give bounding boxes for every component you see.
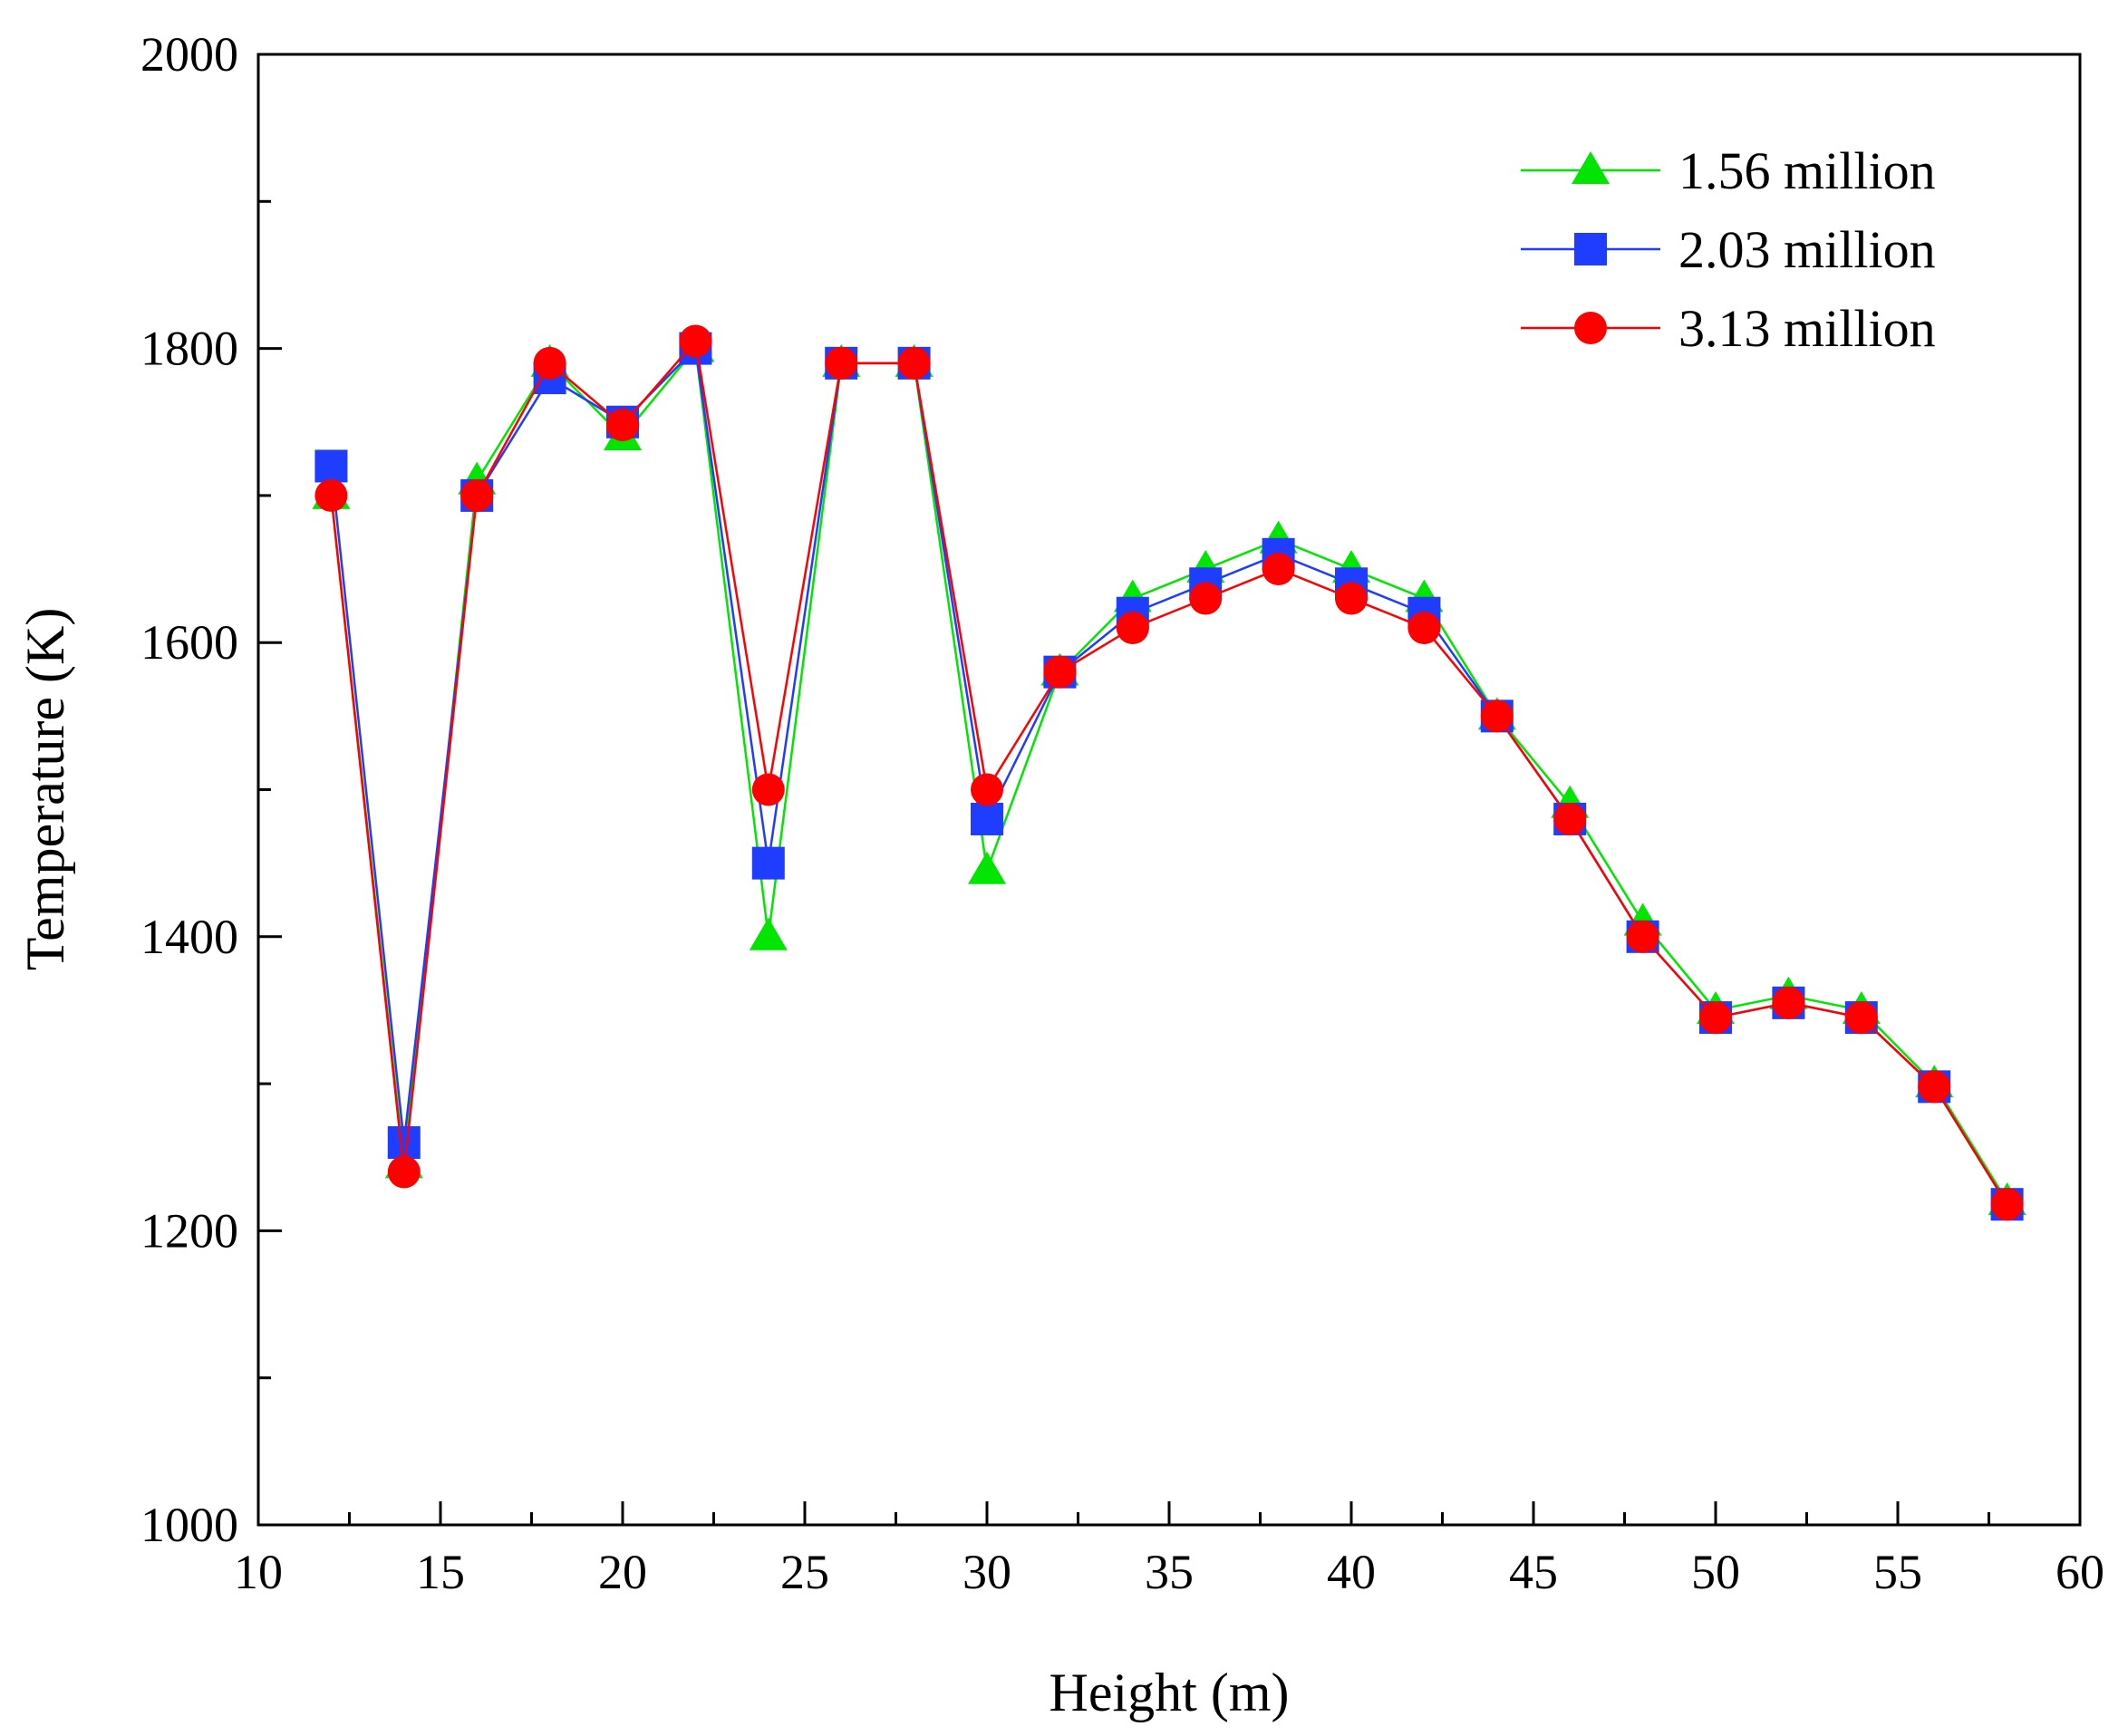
- data-point: [533, 346, 566, 380]
- x-tick-label: 40: [1327, 1545, 1376, 1599]
- legend-label: 2.03 million: [1678, 220, 1936, 279]
- series-line: [330, 338, 2008, 1205]
- data-point: [387, 1126, 421, 1160]
- data-point: [1626, 920, 1659, 953]
- x-tick-label: 55: [1873, 1545, 1922, 1599]
- series-square: [314, 332, 2024, 1221]
- y-tick-label: 1600: [140, 615, 238, 670]
- y-tick-label: 1200: [140, 1203, 238, 1258]
- data-point: [1990, 1188, 2024, 1221]
- data-point: [1262, 553, 1295, 586]
- data-point: [1116, 611, 1149, 644]
- series-triangle: [312, 329, 2026, 1215]
- data-point: [971, 773, 1003, 806]
- data-point: [1480, 699, 1514, 733]
- data-point: [1407, 611, 1441, 644]
- legend-label: 3.13 million: [1678, 299, 1936, 358]
- x-tick-label: 50: [1691, 1545, 1740, 1599]
- y-tick-label: 1800: [140, 322, 238, 376]
- data-point: [460, 478, 494, 512]
- y-axis-title: Temperature (K): [15, 608, 75, 971]
- data-point: [1918, 1070, 1951, 1104]
- data-point: [968, 851, 1006, 884]
- series-line: [330, 345, 2008, 1205]
- x-tick-label: 15: [416, 1545, 465, 1599]
- data-point: [1699, 1001, 1732, 1035]
- x-tick-label: 45: [1509, 1545, 1558, 1599]
- data-point: [749, 917, 788, 950]
- x-axis: 10 15 20 25 30 35 40 45 50 55 60: [234, 1501, 2104, 1599]
- legend-item: 2.03 million: [1521, 220, 1936, 279]
- data-point: [897, 346, 931, 380]
- series-line: [330, 345, 2008, 1202]
- legend: 1.56 million 2.03 million 3.13 million: [1521, 141, 1936, 358]
- data-point: [314, 449, 348, 483]
- data-point: [1335, 582, 1368, 615]
- series-circle: [314, 324, 2024, 1221]
- legend-label: 1.56 million: [1678, 141, 1936, 200]
- data-point: [1043, 655, 1077, 689]
- data-point: [825, 346, 858, 380]
- data-point: [314, 478, 348, 512]
- legend-item: 3.13 million: [1521, 299, 1936, 358]
- data-point: [679, 324, 712, 358]
- x-tick-label: 20: [598, 1545, 647, 1599]
- x-axis-title: Height (m): [1049, 1663, 1290, 1722]
- y-tick-label: 2000: [140, 27, 238, 82]
- legend-marker: [1574, 233, 1607, 265]
- data-point: [1189, 582, 1223, 615]
- data-point: [971, 802, 1003, 835]
- data-point: [606, 408, 639, 441]
- series-layer: [312, 324, 2026, 1221]
- x-tick-label: 35: [1145, 1545, 1194, 1599]
- y-tick-label: 1000: [140, 1498, 238, 1552]
- x-tick-label: 60: [2055, 1545, 2104, 1599]
- data-point: [387, 1155, 421, 1189]
- x-tick-label: 25: [780, 1545, 829, 1599]
- y-tick-label: 1400: [140, 910, 238, 964]
- legend-marker: [1572, 151, 1610, 184]
- x-tick-label: 30: [962, 1545, 1011, 1599]
- legend-item: 1.56 million: [1521, 141, 1936, 200]
- y-axis: 1000 1200 1400 1600 1800 2000: [140, 27, 282, 1552]
- data-point: [1772, 986, 1805, 1019]
- legend-marker: [1574, 312, 1607, 344]
- x-tick-label: 10: [234, 1545, 283, 1599]
- data-point: [751, 846, 785, 880]
- data-point: [1553, 802, 1587, 835]
- data-point: [1844, 1001, 1878, 1035]
- data-point: [751, 773, 785, 806]
